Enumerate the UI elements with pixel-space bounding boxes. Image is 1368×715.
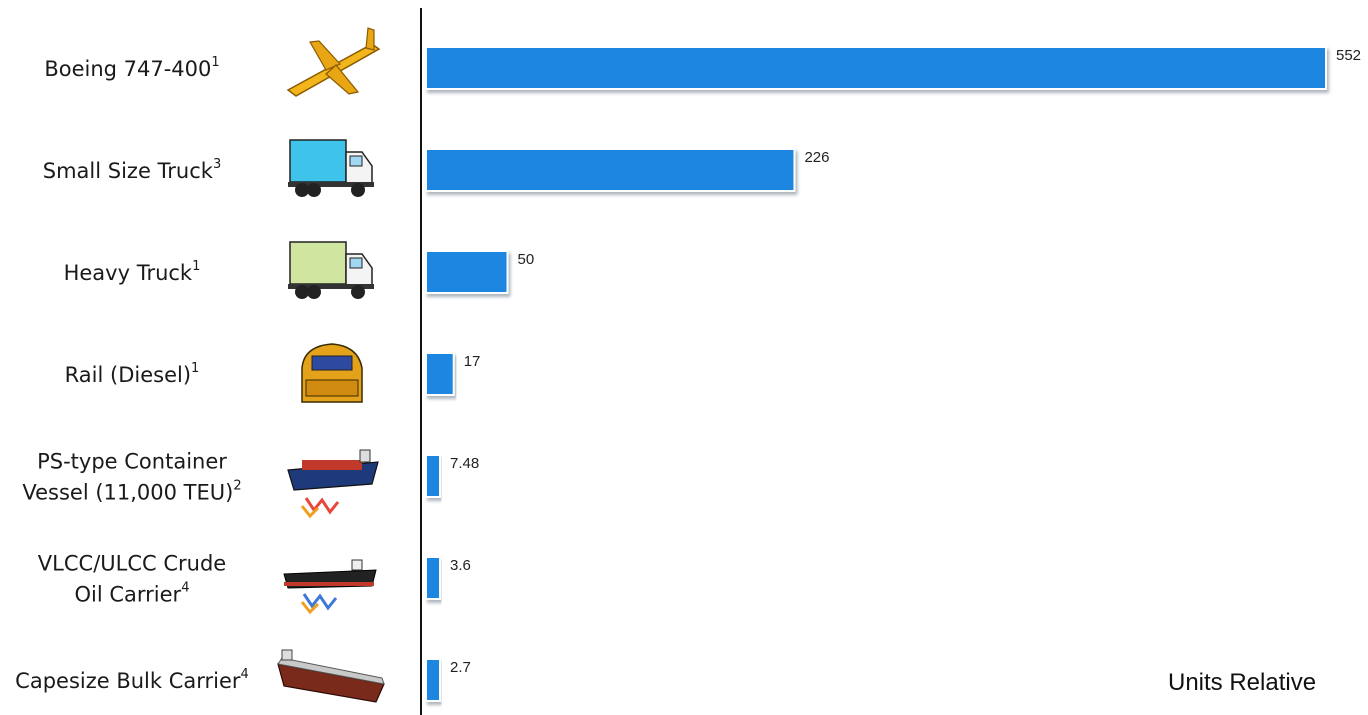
category-label: Capesize Bulk Carrier4	[15, 667, 249, 693]
bar	[425, 658, 441, 702]
category-label: Vessel (11,000 TEU)2	[22, 479, 241, 505]
bar	[425, 46, 1327, 90]
bar	[425, 250, 509, 294]
bar	[425, 352, 455, 396]
bar	[425, 454, 441, 498]
value-label: 7.48	[450, 455, 479, 472]
heavy-truck-icon	[288, 241, 374, 299]
bar	[425, 556, 441, 600]
tanker-ship-icon	[283, 559, 377, 615]
airplane-icon	[286, 27, 381, 97]
value-label: 3.6	[450, 557, 471, 574]
value-label: 226	[804, 149, 829, 166]
container-ship-icon	[287, 449, 379, 519]
category-label: Rail (Diesel)1	[65, 361, 200, 387]
category-label: PS-type Container	[37, 450, 227, 474]
bulk-carrier-icon	[277, 649, 385, 703]
locomotive-icon	[301, 343, 363, 403]
value-label: 2.7	[450, 659, 471, 676]
category-label: Small Size Truck3	[43, 157, 221, 183]
category-label: Boeing 747-4001	[44, 55, 219, 81]
value-label: 17	[464, 353, 481, 370]
category-label: VLCC/ULCC Crude	[38, 552, 226, 576]
value-label: 552	[1336, 47, 1361, 64]
units-label: Units Relative	[1168, 669, 1316, 696]
category-label: Oil Carrier4	[75, 581, 190, 607]
bar	[425, 148, 796, 192]
small-truck-icon	[288, 139, 374, 197]
value-label: 50	[518, 251, 535, 268]
category-label: Heavy Truck1	[64, 259, 201, 285]
